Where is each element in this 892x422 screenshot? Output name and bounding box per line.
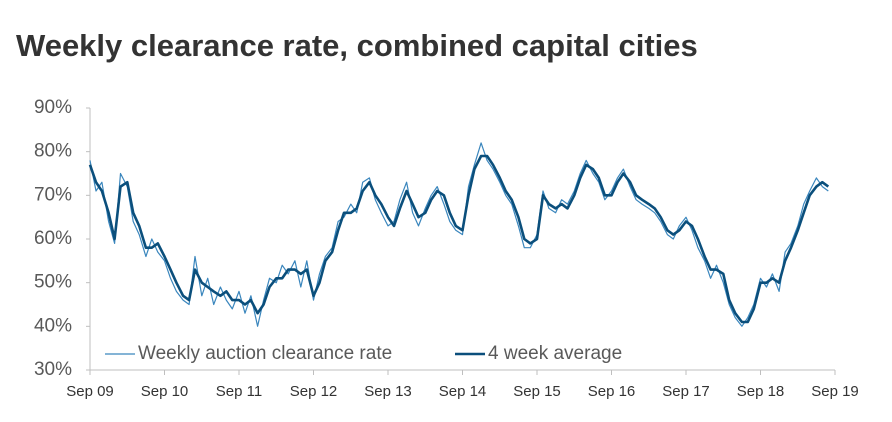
x-tick-label: Sep 15 bbox=[513, 383, 561, 400]
series-line bbox=[89, 142, 829, 327]
legend-label: 4 week average bbox=[488, 343, 622, 364]
y-tick-label: 50% bbox=[34, 272, 72, 293]
y-tick-label: 90% bbox=[34, 97, 72, 118]
y-tick-label: 70% bbox=[34, 184, 72, 205]
x-tick-label: Sep 12 bbox=[290, 383, 338, 400]
y-tick-label: 30% bbox=[34, 359, 72, 380]
y-tick-label: 40% bbox=[34, 315, 72, 336]
x-tick-label: Sep 17 bbox=[662, 383, 710, 400]
x-tick-label: Sep 19 bbox=[811, 383, 859, 400]
y-tick-label: 60% bbox=[34, 228, 72, 249]
y-tick-label: 80% bbox=[34, 141, 72, 162]
x-tick-label: Sep 14 bbox=[439, 383, 487, 400]
x-tick-label: Sep 18 bbox=[737, 383, 785, 400]
series-line bbox=[88, 154, 830, 324]
chart-title: Weekly clearance rate, combined capital … bbox=[16, 28, 698, 63]
legend-label: Weekly auction clearance rate bbox=[138, 343, 392, 364]
x-tick-label: Sep 09 bbox=[66, 383, 114, 400]
x-tick-label: Sep 11 bbox=[216, 383, 262, 400]
x-tick-label: Sep 13 bbox=[364, 383, 412, 400]
x-tick-label: Sep 10 bbox=[141, 383, 189, 400]
x-tick-label: Sep 16 bbox=[588, 383, 636, 400]
